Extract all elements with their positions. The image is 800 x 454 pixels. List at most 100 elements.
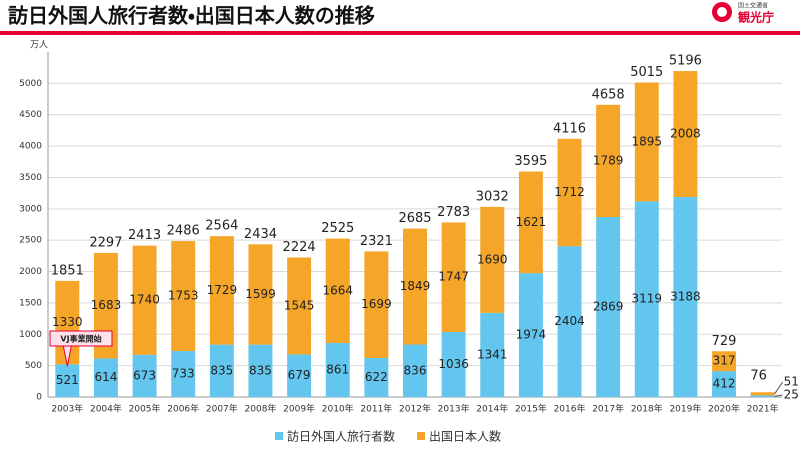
data-label: 1729 [207, 283, 238, 297]
data-label: 1599 [245, 287, 276, 301]
data-label: 733 [172, 367, 195, 381]
title-rule [0, 31, 800, 35]
y-tick-label: 2500 [19, 236, 42, 246]
bar-segment [712, 351, 737, 372]
y-tick-label: 3000 [19, 204, 42, 214]
data-label: 1747 [438, 270, 469, 284]
x-tick-label: 2021年 [747, 403, 779, 415]
bar-segment [673, 197, 698, 397]
total-label: 2685 [398, 211, 431, 226]
x-tick-label: 2003年 [51, 403, 83, 415]
data-label: 1545 [284, 298, 315, 312]
y-tick-label: 1500 [19, 298, 42, 308]
total-label: 1851 [51, 263, 84, 278]
data-label: 2008 [670, 127, 701, 141]
data-label: 1712 [554, 185, 585, 199]
total-label: 729 [712, 334, 737, 349]
data-label: 861 [326, 362, 349, 376]
total-label: 3032 [476, 189, 509, 204]
x-tick-label: 2004年 [90, 403, 122, 415]
bar-segment [248, 244, 273, 345]
annotation-text: VJ事業開始 [60, 334, 101, 344]
bar-segment [518, 171, 543, 274]
bar-segment [750, 395, 775, 397]
total-label: 4116 [553, 121, 586, 136]
y-tick-label: 2000 [19, 267, 42, 277]
data-label: 521 [56, 373, 79, 387]
data-label: 2404 [554, 314, 585, 328]
bar-segment [712, 371, 737, 397]
annotation-box [49, 330, 113, 347]
y-tick-label: 4500 [19, 110, 42, 120]
data-label: 836 [404, 363, 427, 377]
total-label: 76 [750, 369, 767, 384]
data-label: 1621 [516, 215, 547, 229]
bar-segment [55, 364, 80, 397]
bar-segment [364, 251, 389, 358]
bar-segment [325, 238, 350, 343]
total-label: 4658 [592, 87, 625, 102]
total-label: 2413 [128, 228, 161, 243]
data-label: 1699 [361, 297, 392, 311]
legend-swatch [417, 432, 426, 440]
leader-line [774, 394, 783, 397]
total-label: 2224 [283, 240, 316, 255]
bar-segment [596, 217, 621, 397]
y-tick-label: 1000 [19, 330, 42, 340]
x-tick-label: 2011年 [360, 403, 392, 415]
data-label: 51 [784, 375, 799, 389]
y-tick-label: 3500 [19, 173, 42, 183]
agency-name: 観光庁 [738, 10, 774, 25]
x-tick-label: 2007年 [206, 403, 238, 415]
y-axis-unit: 万人 [30, 41, 48, 51]
legend-swatch [275, 432, 283, 440]
data-label: 1895 [632, 134, 663, 148]
data-label: 614 [94, 370, 117, 384]
bar-segment [287, 354, 312, 397]
data-label: 622 [365, 370, 388, 384]
x-tick-label: 2017年 [592, 403, 624, 415]
x-tick-label: 2005年 [129, 403, 161, 415]
data-label: 317 [713, 354, 736, 368]
data-label: 1341 [477, 347, 508, 361]
legend-label: 出国日本人数 [429, 429, 501, 444]
data-label: 1740 [129, 293, 160, 307]
data-label: 412 [713, 377, 736, 391]
data-label: 1789 [593, 153, 624, 167]
data-label: 835 [210, 363, 233, 377]
data-label: 1330 [52, 315, 83, 329]
data-label: 3188 [670, 290, 701, 304]
total-label: 2564 [205, 219, 238, 234]
data-label: 1036 [438, 357, 469, 371]
data-label: 2869 [593, 300, 624, 314]
bar-segment [557, 246, 582, 397]
x-tick-label: 2010年 [322, 403, 354, 415]
bar-segment [132, 245, 157, 355]
data-label: 1974 [516, 328, 547, 342]
x-tick-label: 2009年 [283, 403, 315, 415]
bar-segment [403, 344, 427, 397]
bar-segment [171, 351, 196, 397]
data-label: 1690 [477, 252, 508, 266]
leader-line [774, 381, 784, 395]
x-tick-label: 2015年 [515, 403, 547, 415]
bar-segment [209, 344, 234, 397]
data-label: 835 [249, 363, 272, 377]
bar-segment [673, 71, 698, 198]
total-label: 2434 [244, 227, 277, 242]
bar-segment [518, 273, 543, 397]
total-label: 2525 [321, 221, 354, 236]
bar-segment [634, 201, 659, 397]
legend-label: 訪日外国人旅行者数 [287, 429, 395, 444]
x-tick-label: 2008年 [245, 403, 277, 415]
x-tick-label: 2013年 [438, 403, 470, 415]
total-label: 2486 [167, 224, 200, 239]
x-tick-label: 2019年 [669, 403, 701, 415]
data-label: 1683 [91, 298, 122, 312]
bar-segment [750, 392, 775, 396]
y-tick-label: 0 [36, 393, 42, 403]
x-tick-label: 2016年 [554, 403, 586, 415]
data-label: 1753 [168, 289, 199, 303]
bar-segment [248, 344, 273, 397]
bar-segment [403, 228, 427, 345]
